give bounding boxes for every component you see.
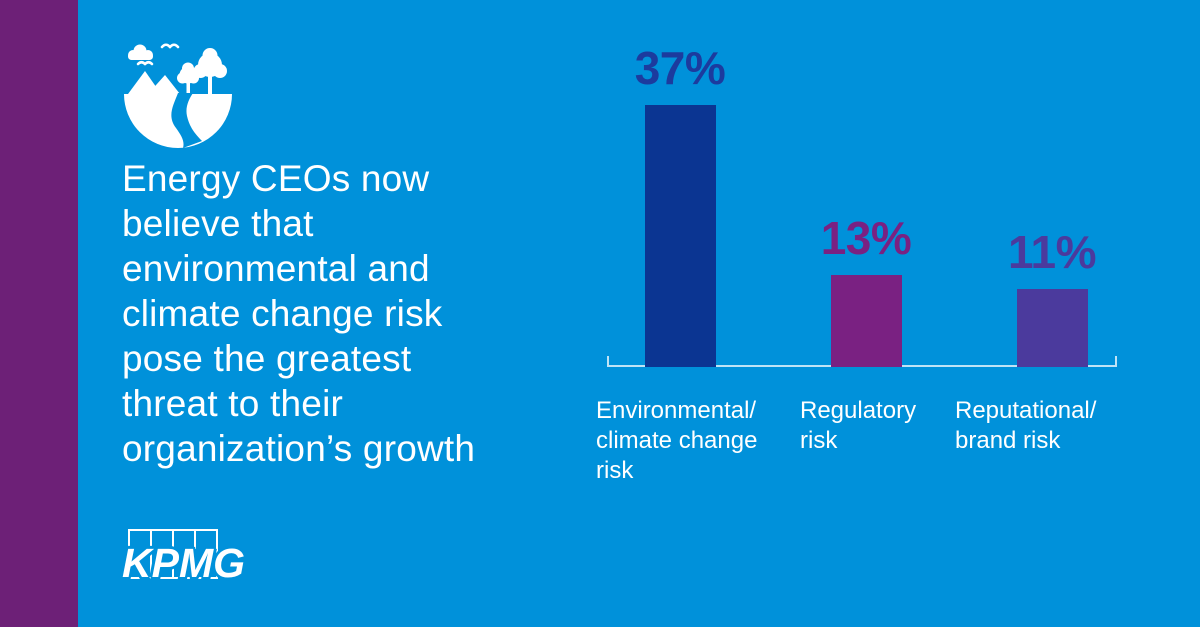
headline-line: believe that xyxy=(122,203,314,244)
nature-landscape-svg xyxy=(124,43,232,148)
logo-box xyxy=(194,529,218,579)
bar-environmental xyxy=(644,105,716,367)
headline-line: climate change risk xyxy=(122,293,443,334)
category-label-line: risk xyxy=(596,457,634,484)
bar-group-regulatory: 13% xyxy=(791,215,941,367)
kpmg-logo-boxes xyxy=(128,529,218,579)
bar-reputational xyxy=(1016,289,1088,367)
bar-regulatory xyxy=(830,275,902,367)
category-label-regulatory: Regulatory risk xyxy=(800,396,916,456)
kpmg-logo: KPMG xyxy=(122,529,288,591)
category-label-line: Reputational/ xyxy=(955,397,1097,424)
headline-line: organization’s growth xyxy=(122,428,476,469)
bar-value-label: 13% xyxy=(820,212,912,264)
bar-value-label: 11% xyxy=(1007,226,1097,278)
left-accent-stripe xyxy=(0,0,78,627)
bar-value-label: 37% xyxy=(634,42,726,94)
bar-group-reputational: 11% xyxy=(977,229,1127,367)
category-label-environmental: Environmental/ climate change risk xyxy=(596,396,757,486)
category-label-line: climate change xyxy=(596,427,758,454)
category-label-line: risk xyxy=(800,427,838,454)
category-label-line: brand risk xyxy=(955,427,1061,454)
headline-line: Energy CEOs now xyxy=(122,158,430,199)
kpmg-logo-text: KPMG xyxy=(122,540,245,586)
headline-line: pose the greatest xyxy=(122,338,412,379)
bar-group-environmental: 37% xyxy=(605,45,755,367)
nature-landscape-icon xyxy=(122,38,238,150)
headline: Energy CEOs now believe that environment… xyxy=(122,156,592,471)
headline-line: threat to their xyxy=(122,383,344,424)
category-label-reputational: Reputational/ brand risk xyxy=(955,396,1096,456)
category-label-line: Environmental/ xyxy=(596,397,757,424)
category-label-line: Regulatory xyxy=(800,397,917,424)
headline-line: environmental and xyxy=(122,248,430,289)
